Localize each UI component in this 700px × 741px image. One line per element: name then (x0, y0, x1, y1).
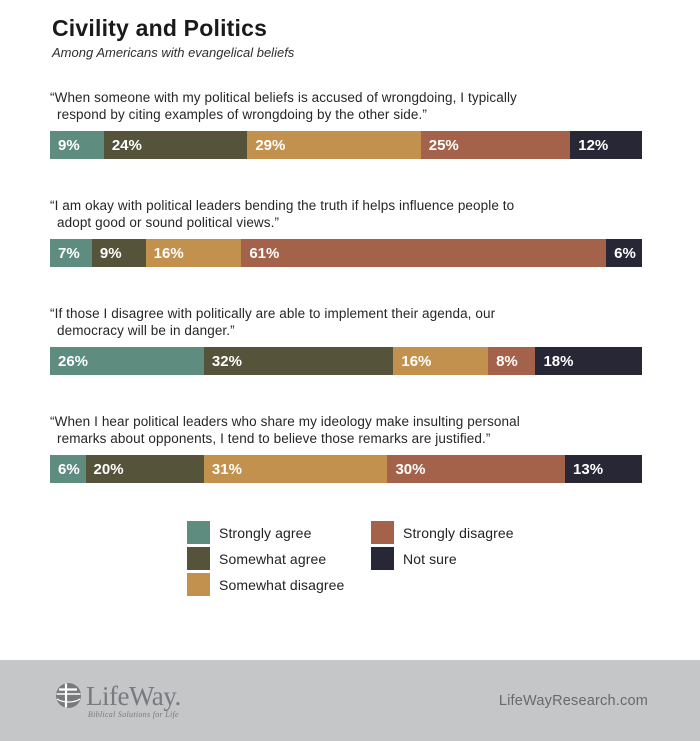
lifeway-logo: LifeWay. Biblical Solutions for Life (55, 680, 181, 719)
legend-column-right: Strongly disagree Not sure (371, 521, 555, 599)
bar-segment-label: 29% (255, 136, 286, 154)
legend-swatch (187, 547, 210, 570)
bar-segment-label: 12% (578, 136, 609, 154)
page-subtitle: Among Americans with evangelical beliefs (52, 45, 295, 60)
bar-segment-label: 26% (58, 352, 89, 370)
stacked-bar: 9% 24% 29% 25% 12% (50, 131, 642, 159)
legend-label: Somewhat disagree (219, 576, 345, 593)
bar-segment-label: 9% (58, 136, 80, 154)
bar-segment-label: 18% (543, 352, 574, 370)
lifeway-logo-text: LifeWay. (86, 680, 181, 711)
lifeway-logo-textblock: LifeWay. Biblical Solutions for Life (86, 680, 181, 719)
bar-segment-not-sure: 12% (570, 131, 642, 159)
bar-segment-somewhat-disagree: 16% (145, 239, 242, 267)
chart-row: “If those I disagree with politically ar… (50, 305, 642, 375)
bar-segment-strongly-disagree: 61% (241, 239, 607, 267)
legend-item-strongly-agree: Strongly agree (187, 521, 371, 544)
lifeway-logo-tagline: Biblical Solutions for Life (87, 709, 179, 719)
bar-segment-strongly-disagree: 25% (420, 131, 571, 159)
bar-segment-strongly-agree: 9% (50, 131, 104, 159)
bar-segment-label: 24% (111, 136, 142, 154)
stacked-bar: 26% 32% 16% 8% 18% (50, 347, 642, 375)
bar-segment-label: 6% (614, 244, 636, 262)
question-text: “If those I disagree with politically ar… (50, 306, 496, 338)
question-text: “When I hear political leaders who share… (50, 414, 520, 446)
legend-swatch (187, 521, 210, 544)
bar-segment-not-sure: 13% (565, 455, 642, 483)
bar-segment-not-sure: 6% (606, 239, 642, 267)
legend-item-somewhat-agree: Somewhat agree (187, 547, 371, 570)
legend-item-not-sure: Not sure (371, 547, 555, 570)
bar-segment-label: 20% (93, 460, 124, 478)
chart-area: “When someone with my political beliefs … (50, 89, 642, 483)
bar-segment-label: 7% (58, 244, 80, 262)
bar-segment-somewhat-disagree: 29% (247, 131, 421, 159)
bar-segment-label: 31% (211, 460, 242, 478)
page-title: Civility and Politics (52, 15, 268, 41)
bar-segment-strongly-agree: 6% (50, 455, 86, 483)
footer-site-link[interactable]: LifeWayResearch.com (498, 692, 648, 709)
bar-segment-somewhat-agree: 20% (85, 455, 204, 483)
legend: Strongly agree Somewhat agree Somewhat d… (187, 521, 700, 599)
bar-segment-strongly-disagree: 30% (387, 455, 566, 483)
bar-segment-label: 32% (211, 352, 242, 370)
bar-segment-label: 16% (153, 244, 184, 262)
legend-item-somewhat-disagree: Somewhat disagree (187, 573, 371, 596)
cross-globe-icon (55, 682, 82, 714)
chart-row: “When I hear political leaders who share… (50, 413, 642, 483)
legend-swatch (187, 573, 210, 596)
legend-label: Not sure (403, 550, 457, 567)
header: Civility and Politics Among Americans wi… (0, 0, 700, 61)
bar-segment-label: 9% (99, 244, 122, 262)
bar-segment-label: 13% (573, 460, 604, 478)
stacked-bar: 7% 9% 16% 61% 6% (50, 239, 642, 267)
legend-label: Strongly disagree (403, 524, 514, 541)
legend-column-left: Strongly agree Somewhat agree Somewhat d… (187, 521, 371, 599)
question-text: “I am okay with political leaders bendin… (50, 198, 515, 230)
bar-segment-strongly-agree: 7% (50, 239, 92, 267)
bar-segment-strongly-agree: 26% (50, 347, 204, 375)
bar-segment-label: 16% (401, 352, 432, 370)
chart-row: “When someone with my political beliefs … (50, 89, 642, 159)
chart-row: “I am okay with political leaders bendin… (50, 197, 642, 267)
bar-segment-somewhat-agree: 9% (91, 239, 146, 267)
bar-segment-label: 25% (428, 136, 459, 154)
bar-segment-label: 8% (496, 352, 518, 370)
legend-swatch (371, 547, 394, 570)
bar-segment-somewhat-disagree: 31% (203, 455, 388, 483)
bar-segment-label: 61% (249, 244, 280, 262)
bar-segment-label: 6% (58, 460, 80, 478)
bar-segment-somewhat-disagree: 16% (393, 347, 489, 375)
bar-segment-label: 30% (395, 460, 426, 478)
bar-segment-not-sure: 18% (535, 347, 642, 375)
question-text: “When someone with my political beliefs … (50, 90, 517, 122)
legend-label: Strongly agree (219, 524, 312, 541)
footer: LifeWay. Biblical Solutions for Life Lif… (0, 660, 700, 741)
legend-label: Somewhat agree (219, 550, 327, 567)
bar-segment-strongly-disagree: 8% (488, 347, 536, 375)
bar-segment-somewhat-agree: 24% (103, 131, 248, 159)
stacked-bar: 6% 20% 31% 30% 13% (50, 455, 642, 483)
bar-segment-somewhat-agree: 32% (203, 347, 394, 375)
legend-swatch (371, 521, 394, 544)
legend-item-strongly-disagree: Strongly disagree (371, 521, 555, 544)
